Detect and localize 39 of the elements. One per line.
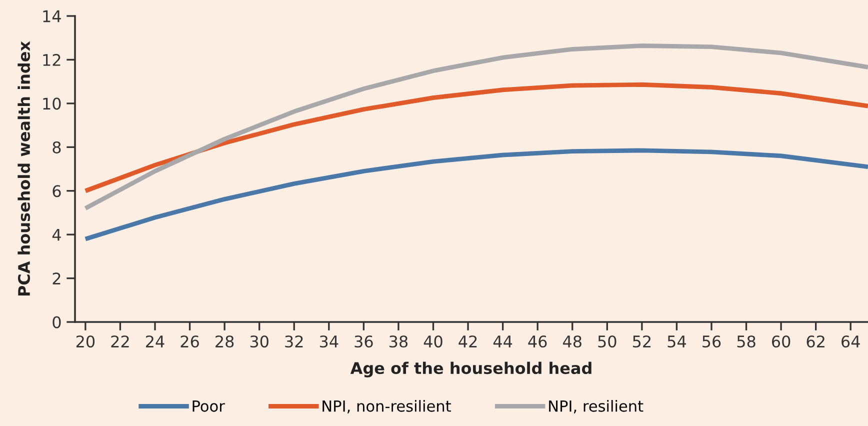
y-tick-label: 14: [43, 10, 61, 22]
x-tick-label: 26: [180, 335, 199, 348]
x-tick-label: 40: [424, 335, 442, 348]
x-tick-label: 58: [737, 335, 756, 348]
x-tick-label: 50: [598, 335, 616, 348]
x-tick-label: 64: [842, 335, 860, 348]
x-tick-label: 28: [216, 335, 234, 348]
y-tick-label: 4: [52, 228, 61, 241]
y-tick-label: 8: [52, 141, 61, 154]
y-tick-label: 10: [43, 98, 61, 110]
x-tick-label: 38: [390, 335, 408, 348]
line-series: [83, 148, 868, 242]
x-tick-label: 22: [111, 335, 129, 348]
x-tick-label: 42: [458, 335, 477, 348]
x-axis-title: Age of the household head: [350, 362, 592, 378]
x-tick-label: 36: [354, 335, 373, 348]
x-tick-label: 62: [806, 335, 824, 348]
legend-label: Poor: [192, 400, 225, 412]
x-tick-label: 54: [668, 336, 686, 348]
x-tick-label: 24: [146, 335, 164, 348]
legend-label: NPI, non-resilient: [322, 400, 451, 414]
y-tick-label: 12: [43, 54, 60, 66]
x-tick-label: 32: [285, 335, 303, 348]
line-series: [83, 44, 868, 211]
x-tick-label: 30: [250, 335, 268, 348]
x-tick-label: 20: [76, 335, 95, 348]
line-series: [83, 82, 868, 194]
y-tick-label: 0: [52, 316, 61, 328]
y-tick-label: 2: [52, 272, 60, 284]
x-tick-label: 34: [320, 335, 338, 348]
y-tick-label: 6: [52, 185, 61, 198]
x-tick-label: 52: [632, 335, 650, 348]
x-tick-label: 44: [493, 336, 512, 348]
x-tick-label: 56: [702, 335, 721, 348]
legend-label: NPI, resilient: [549, 400, 644, 414]
x-tick-label: 60: [772, 335, 790, 348]
y-axis-title: PCA household wealth index: [18, 41, 30, 296]
x-tick-label: 46: [528, 335, 547, 348]
x-tick-label: 48: [562, 335, 582, 348]
